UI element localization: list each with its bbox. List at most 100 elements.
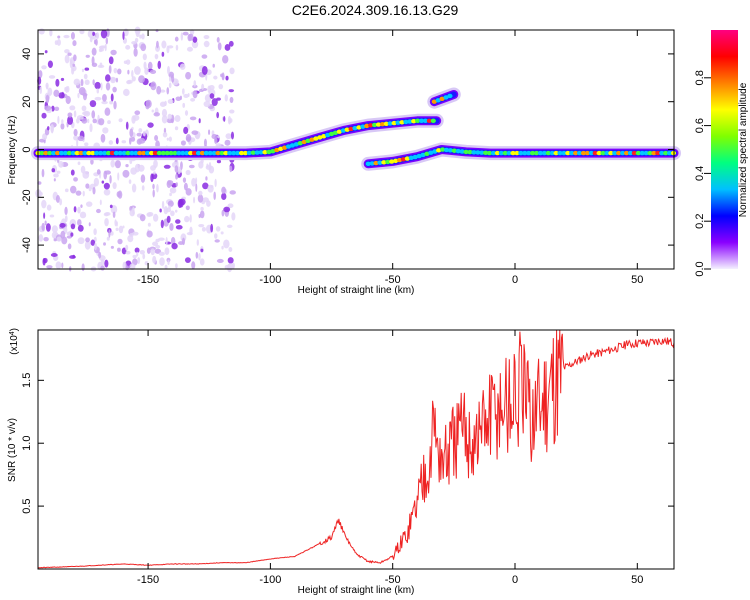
track-cell	[557, 150, 563, 156]
noise-speck	[221, 245, 224, 250]
noise-speck	[146, 230, 153, 238]
track-cell	[235, 150, 241, 156]
track-cell	[592, 150, 598, 156]
track-cell	[377, 160, 383, 165]
noise-speck	[80, 204, 83, 208]
track-cell	[336, 129, 342, 134]
noise-speck	[184, 110, 189, 116]
noise-speck	[104, 217, 109, 227]
noise-speck	[82, 190, 85, 197]
noise-speck	[153, 171, 156, 175]
noise-speck	[166, 117, 174, 124]
noise-speck	[221, 72, 225, 81]
track-cell	[297, 140, 303, 146]
noise-speck	[182, 31, 189, 36]
noise-speck	[223, 206, 231, 213]
noise-speck	[84, 67, 90, 71]
noise-speck	[122, 169, 130, 178]
noise-speck	[228, 40, 234, 47]
noise-speck	[104, 43, 107, 52]
noise-region	[35, 26, 236, 273]
noise-speck	[134, 66, 141, 75]
noise-speck	[64, 49, 70, 54]
noise-speck	[134, 247, 140, 253]
noise-speck	[188, 164, 195, 169]
noise-speck	[184, 257, 191, 263]
track-cell	[211, 150, 217, 156]
noise-speck	[140, 174, 146, 183]
noise-speck	[65, 95, 71, 105]
noise-speck	[193, 80, 197, 87]
noise-speck	[167, 200, 174, 207]
noise-speck	[206, 163, 209, 168]
spectrogram-x-tick-label: -100	[259, 274, 281, 286]
spectrogram-y-tick-label: 40	[21, 48, 33, 60]
track-cell	[172, 150, 178, 156]
noise-speck	[229, 165, 233, 173]
noise-speck	[142, 53, 147, 61]
track-cell	[168, 150, 174, 156]
track-cell	[152, 150, 159, 156]
noise-speck	[159, 257, 165, 266]
colorbar-tick-label: 0.2	[694, 214, 706, 229]
noise-speck	[184, 215, 190, 223]
noise-speck	[199, 258, 205, 266]
track-cell	[573, 150, 579, 156]
noise-speck	[81, 68, 85, 73]
track-cell	[321, 134, 327, 139]
noise-speck	[70, 232, 74, 237]
noise-speck	[159, 89, 166, 93]
noise-speck	[131, 76, 136, 82]
noise-speck	[70, 32, 75, 40]
track-cell	[242, 150, 249, 156]
noise-speck	[221, 192, 227, 201]
noise-speck	[174, 115, 181, 123]
track-cell	[436, 148, 442, 153]
track-cell	[385, 159, 391, 165]
noise-speck	[151, 172, 158, 180]
track-cell	[439, 147, 446, 152]
noise-speck	[123, 60, 128, 64]
colorbar-tick-label: 0.4	[694, 166, 706, 181]
noise-speck	[55, 195, 61, 203]
noise-speck	[131, 40, 137, 45]
track-cell	[424, 151, 430, 157]
noise-speck	[118, 118, 123, 123]
track-cell	[514, 150, 520, 156]
noise-speck	[101, 180, 105, 184]
track-cell	[430, 118, 436, 124]
noise-speck	[99, 199, 102, 206]
noise-speck	[147, 122, 154, 128]
noise-speck	[96, 169, 101, 175]
noise-speck	[133, 47, 138, 57]
track-cell	[309, 137, 315, 142]
noise-speck	[169, 76, 172, 82]
noise-speck	[82, 93, 88, 97]
noise-speck	[83, 73, 88, 80]
noise-speck	[100, 82, 103, 91]
noise-speck	[64, 54, 70, 64]
noise-speck	[73, 78, 81, 86]
track-cell	[459, 149, 465, 154]
snr-y-tick-label: 0.5	[21, 498, 33, 513]
signal-tracks	[31, 87, 681, 171]
noise-speck	[163, 164, 171, 169]
noise-speck	[211, 98, 218, 106]
track-cell	[561, 150, 567, 156]
noise-speck	[152, 241, 159, 247]
noise-speck	[214, 178, 217, 188]
noise-speck	[218, 84, 224, 90]
noise-speck	[110, 245, 114, 249]
track-cell	[584, 150, 591, 156]
noise-speck	[110, 231, 114, 236]
noise-speck	[61, 218, 67, 224]
noise-speck	[216, 258, 224, 263]
noise-speck	[84, 79, 90, 86]
noise-speck	[100, 133, 106, 143]
track-cell	[289, 143, 295, 148]
noise-speck	[144, 67, 149, 75]
track-cell	[432, 149, 438, 154]
snr-x-tick-label: -100	[259, 574, 281, 586]
noise-speck	[134, 26, 141, 35]
noise-speck	[175, 182, 178, 187]
